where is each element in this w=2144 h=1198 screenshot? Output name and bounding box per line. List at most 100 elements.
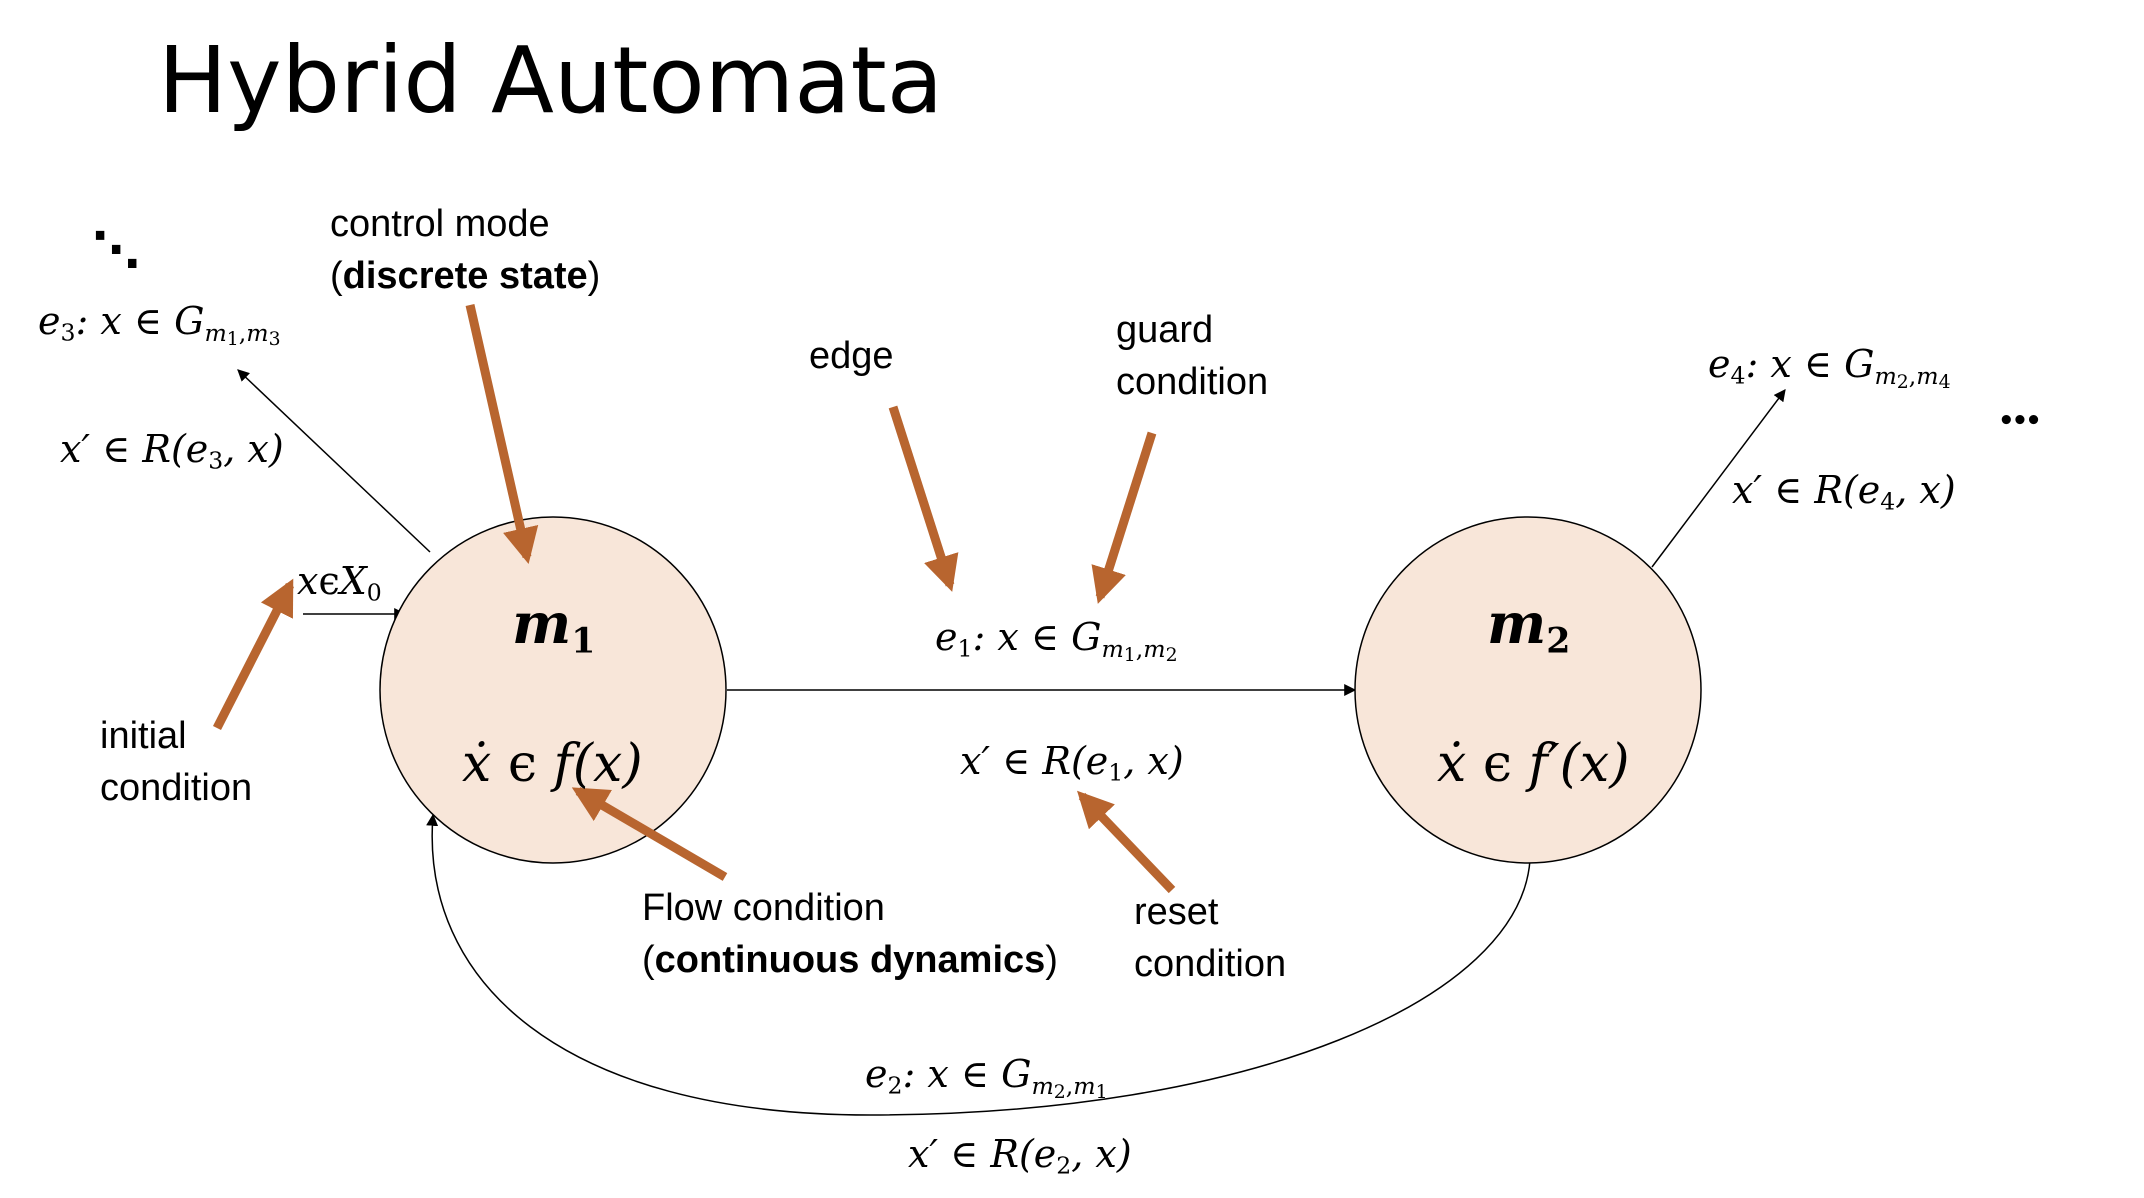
e4-g-b: 4 [1938, 371, 1951, 393]
e1-g-a: 1 [1123, 644, 1136, 666]
control-mode-label: control mode (discrete state) [330, 198, 600, 302]
initial-line1: initial [100, 715, 187, 757]
control-mode-open-paren: ( [330, 255, 343, 298]
e2-reset-sub: 2 [1056, 1151, 1072, 1180]
flow-line1: Flow condition [642, 887, 885, 929]
flow-line2: (continuous dynamics) [642, 934, 1058, 986]
e3-g-m-b: m [246, 318, 269, 347]
e2-g-a: 2 [1053, 1081, 1066, 1103]
e4-reset-post: , x) [1895, 468, 1956, 512]
e1-reset-sub: 1 [1108, 758, 1124, 787]
ellipsis-right: ••• [1998, 406, 2042, 436]
e4-g-m-b: m [1916, 361, 1939, 390]
edge-e2-guard: e2: x ∈ Gm2,m1 [865, 1052, 1108, 1102]
initial-line2: condition [100, 767, 253, 810]
e2-g-m-b: m [1073, 1071, 1096, 1100]
m2-rel: ϵ [1466, 734, 1529, 794]
e1-g-m-b: m [1143, 634, 1166, 663]
guard-line1: guard [1116, 309, 1214, 351]
edge-label: edge [809, 335, 894, 377]
m2-arg: (x) [1559, 734, 1630, 794]
reset-line2: condition [1134, 943, 1287, 986]
e4-g-a: 2 [1896, 371, 1909, 393]
mode-m2-node [1354, 516, 1702, 864]
edge-e4-reset: x′ ∈ R(e4, x) [1732, 468, 1956, 513]
flow-close-paren: ) [1045, 939, 1058, 982]
edge-pointer-arrow [888, 405, 959, 592]
e4-reset-sub: 4 [1880, 487, 1896, 516]
mode-m2-flow: ẋ ϵ f′(x) [1437, 738, 1629, 790]
flow-open-paren: ( [642, 939, 655, 982]
reset-line1: reset [1134, 891, 1219, 933]
e3-reset-pre: x′ ∈ R(e [60, 427, 209, 471]
edge-e4-guard: e4: x ∈ Gm2,m4 [1708, 342, 1951, 392]
e1-reset-post: , x) [1123, 739, 1184, 783]
m1-rel: ϵ [491, 734, 554, 794]
m2-sub: 2 [1546, 620, 1571, 662]
e1-reset-pre: x′ ∈ R(e [960, 739, 1109, 783]
ellipsis-topleft: ⋱ [92, 222, 140, 278]
initial-pointer-arrow [212, 578, 295, 731]
e2-e-sub: 2 [887, 1071, 903, 1100]
m1-f: f [553, 734, 573, 794]
initial-X: X [339, 559, 367, 603]
initial-x: x [297, 559, 319, 603]
e2-reset-post: , x) [1071, 1132, 1132, 1176]
edge-e2-reset: x′ ∈ R(e2, x) [908, 1132, 1132, 1177]
mode-m2-name: m2 [1487, 596, 1570, 659]
edge-e1-reset: x′ ∈ R(e1, x) [960, 739, 1184, 784]
guard-line2: condition [1116, 361, 1269, 404]
initial-in: ϵ [318, 559, 340, 603]
m1-arg: (x) [572, 734, 643, 794]
guard-condition-label: guard condition [1116, 304, 1268, 408]
mode-m1-node [379, 516, 727, 864]
e1-e-sub: 1 [957, 634, 973, 663]
e3-guard-mid: : x ∈ G [75, 299, 205, 343]
flow-bold: continuous dynamics [654, 939, 1046, 982]
e4-reset-pre: x′ ∈ R(e [1732, 468, 1881, 512]
initial-sub: 0 [366, 578, 382, 607]
e2-g-comma: , [1065, 1071, 1074, 1100]
e2-guard-mid: : x ∈ G [902, 1052, 1032, 1096]
e3-g-b: 3 [268, 328, 281, 350]
e2-g-b: 1 [1095, 1081, 1108, 1103]
flow-pointer-arrow [571, 787, 728, 881]
e4-g-comma: , [1908, 361, 1917, 390]
flow-condition-label: Flow condition (continuous dynamics) [642, 882, 1058, 986]
e2-g-m-a: m [1031, 1071, 1054, 1100]
edge-e1-guard: e1: x ∈ Gm1,m2 [935, 615, 1178, 665]
control-mode-bold: discrete state [342, 255, 588, 298]
e4-g-m-a: m [1874, 361, 1897, 390]
e4-e: e [1708, 342, 1731, 386]
edge-e4-arrow [1651, 389, 1786, 568]
e3-reset-post: , x) [223, 427, 284, 471]
m1-sub: 1 [571, 620, 596, 662]
control-mode-close-paren: ) [587, 255, 601, 298]
guard-pointer-arrow [1091, 431, 1157, 604]
initial-set-math: xϵX0 [297, 559, 382, 604]
e1-g-comma: , [1135, 634, 1144, 663]
mode-m1-name: m1 [512, 596, 595, 659]
control-mode-line2: (discrete state) [330, 250, 600, 302]
e3-g-a: 1 [226, 328, 239, 350]
control-mode-line1: control mode [330, 203, 550, 245]
e3-reset-sub: 3 [208, 446, 224, 475]
mode-m1-flow: ẋ ϵ f(x) [462, 738, 643, 790]
e4-guard-mid: : x ∈ G [1745, 342, 1875, 386]
e1-guard-mid: : x ∈ G [972, 615, 1102, 659]
e4-e-sub: 4 [1730, 361, 1746, 390]
e3-g-comma: , [238, 318, 247, 347]
e2-e: e [865, 1052, 888, 1096]
e3-e-sub: 3 [60, 318, 76, 347]
e1-e: e [935, 615, 958, 659]
m1-xdot: ẋ [462, 734, 492, 794]
control-mode-pointer-arrow [465, 304, 539, 565]
m1-letter: m [512, 591, 572, 657]
reset-pointer-arrow [1077, 790, 1176, 894]
m2-xdot: ẋ [1437, 734, 1467, 794]
e1-g-m-a: m [1101, 634, 1124, 663]
e1-g-b: 2 [1165, 644, 1178, 666]
m2-letter: m [1487, 591, 1547, 657]
edge-e2-arrow [426, 813, 1531, 1116]
